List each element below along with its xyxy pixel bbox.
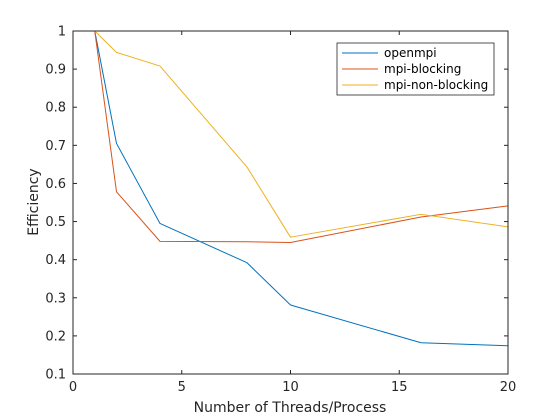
x-axis-label: Number of Threads/Process bbox=[194, 400, 387, 416]
series-line-openmpi bbox=[94, 30, 509, 347]
x-axis-ticks: 0 5 10 15 20 bbox=[69, 31, 516, 395]
series-layer bbox=[94, 30, 509, 347]
y-tick-label: 0.8 bbox=[45, 101, 66, 116]
legend-label: mpi-blocking bbox=[384, 62, 461, 76]
y-tick-label: 0.6 bbox=[45, 177, 66, 192]
y-axis-label: Efficiency bbox=[26, 168, 42, 235]
y-tick-label: 0.1 bbox=[45, 368, 66, 383]
y-tick-label: 0.3 bbox=[45, 291, 66, 306]
series-line-mpi-blocking bbox=[94, 30, 509, 244]
y-tick-label: 0.5 bbox=[45, 215, 66, 230]
y-tick-label: 0.4 bbox=[45, 253, 66, 268]
y-axis-ticks: 0.1 0.2 0.3 0.4 0.5 0.6 0.7 0.8 0.9 1 bbox=[45, 25, 508, 383]
x-tick-label: 15 bbox=[391, 380, 408, 395]
x-tick-label: 0 bbox=[69, 380, 77, 395]
x-tick-label: 10 bbox=[282, 380, 299, 395]
series-line-mpi-non-blocking bbox=[94, 30, 509, 238]
legend-label: openmpi bbox=[384, 46, 437, 60]
y-tick-label: 0.7 bbox=[45, 139, 66, 154]
x-tick-label: 5 bbox=[178, 380, 186, 395]
legend: openmpi mpi-blocking mpi-non-blocking bbox=[336, 42, 495, 96]
y-tick-label: 0.2 bbox=[45, 329, 66, 344]
y-tick-label: 0.9 bbox=[45, 63, 66, 78]
legend-label: mpi-non-blocking bbox=[384, 78, 488, 92]
x-tick-label: 20 bbox=[500, 380, 517, 395]
y-tick-label: 1 bbox=[58, 25, 66, 40]
